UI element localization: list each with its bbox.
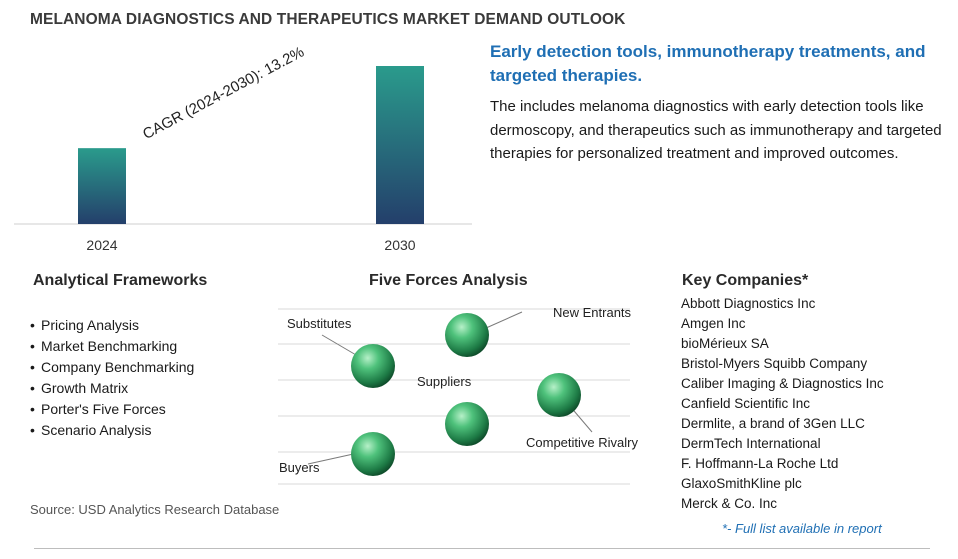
page-title: MELANOMA DIAGNOSTICS AND THERAPEUTICS MA… bbox=[30, 11, 626, 28]
force-label-new-entrants: New Entrants bbox=[553, 305, 632, 320]
list-item: bioMérieux SA bbox=[681, 336, 769, 351]
companies-title: Key Companies* bbox=[682, 272, 809, 289]
list-item: Scenario Analysis bbox=[30, 420, 194, 441]
frameworks-title: Analytical Frameworks bbox=[33, 272, 208, 289]
highlight-description: The includes melanoma diagnostics with e… bbox=[490, 98, 942, 162]
list-item: F. Hoffmann-La Roche Ltd bbox=[681, 456, 839, 471]
highlight-title: Early detection tools, immunotherapy tre… bbox=[490, 42, 926, 85]
list-item: GlaxoSmithKline plc bbox=[681, 476, 802, 491]
bar-chart: 2024 2030 bbox=[14, 66, 472, 253]
bottom-divider bbox=[34, 548, 930, 549]
list-item: Canfield Scientific Inc bbox=[681, 396, 811, 411]
force-label-buyers: Buyers bbox=[279, 460, 320, 475]
green-sphere-icon bbox=[351, 432, 395, 476]
green-sphere-icon bbox=[445, 313, 489, 357]
bar-2024 bbox=[78, 148, 126, 224]
list-item: Pricing Analysis bbox=[30, 315, 194, 336]
list-item: Merck & Co. Inc bbox=[681, 496, 778, 511]
five-forces-title: Five Forces Analysis bbox=[369, 272, 528, 289]
bar-2030 bbox=[376, 66, 424, 224]
x-tick-label-2024: 2024 bbox=[86, 237, 117, 253]
list-item: Bristol-Myers Squibb Company bbox=[681, 356, 868, 371]
frameworks-list: Pricing Analysis Market Benchmarking Com… bbox=[30, 315, 194, 441]
companies-list: Abbott Diagnostics Inc Amgen Inc bioMéri… bbox=[681, 294, 884, 514]
green-sphere-icon bbox=[445, 402, 489, 446]
source-note: Source: USD Analytics Research Database bbox=[30, 502, 280, 517]
list-item: Dermlite, a brand of 3Gen LLC bbox=[681, 416, 865, 431]
green-sphere-icon bbox=[351, 344, 395, 388]
five-forces-diagram: Substitutes New Entrants Suppliers Compe… bbox=[278, 305, 638, 485]
list-item: Amgen Inc bbox=[681, 316, 746, 331]
list-item: Caliber Imaging & Diagnostics Inc bbox=[681, 376, 884, 391]
force-label-competitive-rivalry: Competitive Rivalry bbox=[526, 435, 638, 450]
companies-footnote: *- Full list available in report bbox=[722, 521, 882, 536]
list-item: Growth Matrix bbox=[30, 378, 194, 399]
force-label-substitutes: Substitutes bbox=[287, 316, 352, 331]
x-tick-label-2030: 2030 bbox=[384, 237, 415, 253]
list-item: Porter's Five Forces bbox=[30, 399, 194, 420]
list-item: DermTech International bbox=[681, 436, 821, 451]
force-label-suppliers: Suppliers bbox=[417, 374, 472, 389]
green-sphere-icon bbox=[537, 373, 581, 417]
list-item: Company Benchmarking bbox=[30, 357, 194, 378]
list-item: Market Benchmarking bbox=[30, 336, 194, 357]
list-item: Abbott Diagnostics Inc bbox=[681, 296, 816, 311]
